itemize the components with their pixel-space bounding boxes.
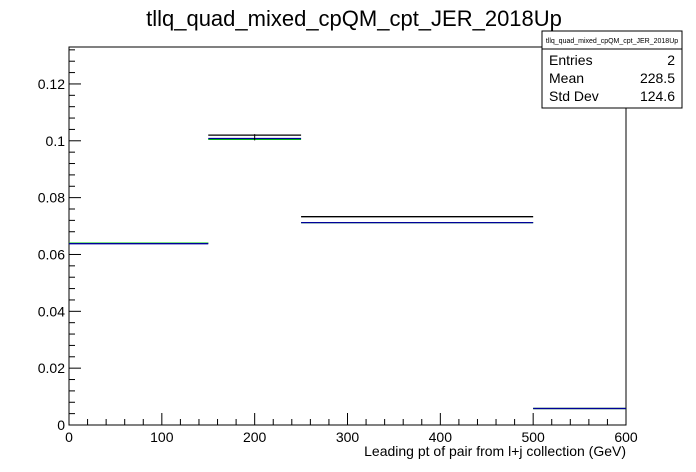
x-axis-label: Leading pt of pair from l+j collection (… [364, 443, 626, 459]
chart-title: tllq_quad_mixed_cpQM_cpt_JER_2018Up [146, 6, 562, 31]
x-tick-label: 0 [65, 429, 73, 445]
stats-mean-label: Mean [549, 70, 584, 86]
y-tick-label: 0.04 [38, 303, 65, 319]
x-tick-label: 600 [614, 429, 638, 445]
y-tick-label: 0.1 [46, 133, 66, 149]
x-tick-label: 100 [150, 429, 174, 445]
tick-labels: 0 100 200 300 400 500 600 0 0.02 0.04 0.06 0.08 0.1 0… [38, 76, 638, 445]
y-tick-label: 0.06 [38, 246, 65, 262]
axis-ticks [68, 49, 627, 426]
stats-entries-label: Entries [549, 52, 593, 68]
stats-stddev-label: Std Dev [549, 88, 599, 104]
x-tick-label: 400 [429, 429, 453, 445]
y-tick-label: 0.08 [38, 190, 65, 206]
y-tick-label: 0 [57, 417, 65, 433]
x-tick-label: 300 [336, 429, 360, 445]
y-tick-label: 0.02 [38, 360, 65, 376]
x-tick-label: 500 [521, 429, 545, 445]
stats-box-frame [541, 30, 683, 109]
stats-box-title: tllq_quad_mixed_cpQM_cpt_JER_2018Up [546, 38, 678, 45]
histogram-series [69, 134, 626, 410]
stats-mean-value: 228.5 [640, 70, 675, 86]
x-tick-label: 200 [243, 429, 267, 445]
y-tick-label: 0.12 [38, 76, 65, 92]
stats-box: tllq_quad_mixed_cpQM_cpt_JER_2018Up Entr… [541, 30, 683, 109]
stats-entries-value: 2 [667, 52, 675, 68]
stats-stddev-value: 124.6 [640, 88, 675, 104]
